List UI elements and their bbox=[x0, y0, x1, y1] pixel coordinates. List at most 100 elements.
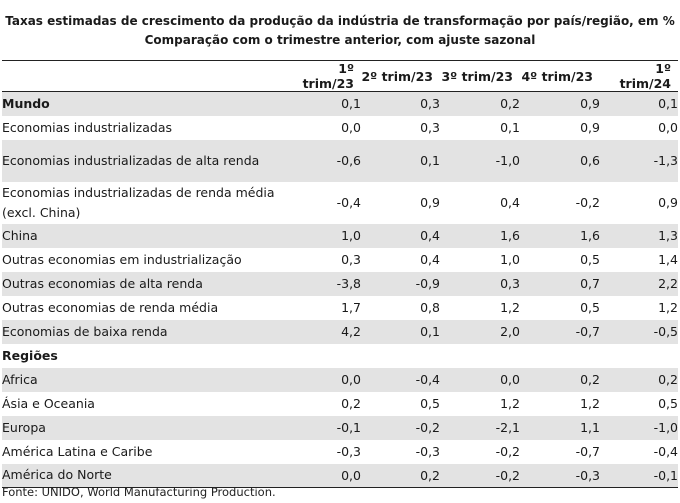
table-row: Economias industrializadas 0,0 0,3 0,1 0… bbox=[2, 116, 678, 140]
value-cell: -0,4 bbox=[653, 444, 678, 459]
table-row: Economias de baixa renda 4,2 0,1 2,0 -0,… bbox=[2, 319, 678, 344]
value-cell: 0,1 bbox=[361, 139, 440, 182]
value-cell: 0,4 bbox=[500, 195, 520, 210]
row-label: Africa bbox=[2, 367, 283, 392]
value-cell: 1,2 bbox=[658, 300, 678, 315]
value-cell: 0,9 bbox=[520, 91, 600, 116]
value-cell: 0,1 bbox=[600, 91, 678, 116]
table-title: Taxas estimadas de crescimento da produç… bbox=[0, 12, 680, 50]
value-cell: 0,5 bbox=[420, 396, 440, 411]
value-cell: 1,0 bbox=[283, 223, 361, 248]
table-row: Outras economias de alta renda -3,8 -0,9… bbox=[2, 271, 678, 296]
value-cell: 0,0 bbox=[658, 120, 678, 135]
value-cell: 0,3 bbox=[440, 271, 520, 296]
value-cell: -0,9 bbox=[361, 271, 440, 296]
table-row: Outras economias em industrialização 0,3… bbox=[2, 248, 678, 272]
value-cell: 1,7 bbox=[341, 300, 361, 315]
value-cell: -0,3 bbox=[520, 463, 600, 488]
table-row: América Latina e Caribe -0,3 -0,3 -0,2 -… bbox=[2, 440, 678, 464]
value-cell: 0,2 bbox=[361, 463, 440, 488]
value-cell: 0,2 bbox=[440, 91, 520, 116]
value-cell: -0,2 bbox=[361, 415, 440, 440]
value-cell: 1,0 bbox=[500, 252, 520, 267]
value-cell: 0,5 bbox=[580, 252, 600, 267]
row-label: Economias industrializadas de renda médi… bbox=[2, 184, 275, 220]
row-label: China bbox=[2, 223, 283, 248]
value-cell: 0,0 bbox=[283, 463, 361, 488]
value-cell: -0,3 bbox=[415, 444, 440, 459]
section-row: Regiões bbox=[2, 344, 678, 368]
value-cell: 1,2 bbox=[500, 300, 520, 315]
column-header: 3º trim/23 bbox=[440, 60, 520, 92]
table-row: Mundo 0,1 0,3 0,2 0,9 0,1 bbox=[2, 91, 678, 116]
row-label: Economias industrializadas bbox=[2, 119, 172, 135]
row-label: América do Norte bbox=[2, 463, 283, 488]
value-cell: 0,7 bbox=[520, 271, 600, 296]
value-cell: 2,0 bbox=[440, 319, 520, 344]
value-cell: 0,1 bbox=[361, 319, 440, 344]
column-header: 4º trim/23 bbox=[520, 60, 600, 92]
value-cell: -0,1 bbox=[283, 415, 361, 440]
growth-table: 1º trim/23 2º trim/23 3º trim/23 4º trim… bbox=[2, 60, 678, 488]
value-cell bbox=[520, 344, 600, 368]
value-cell: 1,6 bbox=[440, 223, 520, 248]
value-cell: 4,2 bbox=[283, 319, 361, 344]
value-cell: -0,4 bbox=[361, 367, 440, 392]
table-row: Ásia e Oceania 0,2 0,5 1,2 1,2 0,5 bbox=[2, 392, 678, 416]
value-cell: 1,3 bbox=[600, 223, 678, 248]
value-cell: 1,1 bbox=[520, 415, 600, 440]
value-cell: 0,1 bbox=[283, 91, 361, 116]
column-header: 1º trim/23 bbox=[283, 60, 361, 92]
table-row: China 1,0 0,4 1,6 1,6 1,3 bbox=[2, 223, 678, 248]
row-label: Outras economias em industrialização bbox=[2, 251, 242, 267]
value-cell: 1,2 bbox=[500, 396, 520, 411]
value-cell: -1,3 bbox=[600, 139, 678, 182]
value-cell: -0,2 bbox=[495, 444, 520, 459]
value-cell bbox=[283, 344, 361, 368]
table-row: Economias industrializadas de alta renda… bbox=[2, 139, 678, 182]
value-cell: -0,4 bbox=[336, 195, 361, 210]
value-cell: 1,6 bbox=[520, 223, 600, 248]
value-cell: 0,4 bbox=[420, 252, 440, 267]
header-row: 1º trim/23 2º trim/23 3º trim/23 4º trim… bbox=[2, 60, 678, 92]
row-label: Outras economias de renda média bbox=[2, 299, 219, 315]
value-cell: 0,0 bbox=[283, 367, 361, 392]
row-label: América Latina e Caribe bbox=[2, 443, 153, 459]
value-cell: -0,3 bbox=[336, 444, 361, 459]
row-label: Regiões bbox=[2, 347, 58, 363]
table-row: Economias industrializadas de renda médi… bbox=[2, 182, 678, 224]
value-cell: -0,2 bbox=[440, 463, 520, 488]
value-cell bbox=[440, 344, 520, 368]
value-cell: -1,0 bbox=[440, 139, 520, 182]
value-cell: 0,6 bbox=[520, 139, 600, 182]
value-cell: 0,8 bbox=[420, 300, 440, 315]
value-cell: 0,5 bbox=[658, 396, 678, 411]
value-cell: -2,1 bbox=[440, 415, 520, 440]
value-cell: 0,4 bbox=[361, 223, 440, 248]
value-cell: 0,0 bbox=[341, 120, 361, 135]
value-cell: 1,4 bbox=[658, 252, 678, 267]
row-label: Ásia e Oceania bbox=[2, 395, 95, 411]
value-cell bbox=[361, 344, 440, 368]
column-header: 1º trim/24 bbox=[600, 60, 678, 92]
value-cell: -0,1 bbox=[600, 463, 678, 488]
value-cell: 0,2 bbox=[341, 396, 361, 411]
table-row: Europa -0,1 -0,2 -2,1 1,1 -1,0 bbox=[2, 415, 678, 440]
value-cell: -0,7 bbox=[575, 444, 600, 459]
table-row: Outras economias de renda média 1,7 0,8 … bbox=[2, 296, 678, 320]
value-cell: 2,2 bbox=[600, 271, 678, 296]
table-row: América do Norte 0,0 0,2 -0,2 -0,3 -0,1 bbox=[2, 463, 678, 488]
value-cell: -0,6 bbox=[283, 139, 361, 182]
value-cell: 0,5 bbox=[580, 300, 600, 315]
value-cell: -0,5 bbox=[600, 319, 678, 344]
row-label: Mundo bbox=[2, 91, 283, 116]
title-line-1: Taxas estimadas de crescimento da produç… bbox=[5, 14, 675, 28]
value-cell: 0,3 bbox=[361, 91, 440, 116]
value-cell: -0,2 bbox=[575, 195, 600, 210]
row-label: Outras economias de alta renda bbox=[2, 271, 283, 296]
value-cell: -1,0 bbox=[600, 415, 678, 440]
value-cell: 0,3 bbox=[341, 252, 361, 267]
row-label: Europa bbox=[2, 415, 283, 440]
value-cell: 1,2 bbox=[580, 396, 600, 411]
